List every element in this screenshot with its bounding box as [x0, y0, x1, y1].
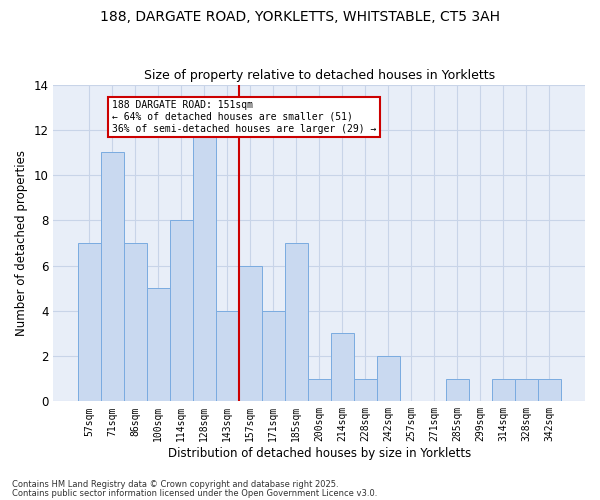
X-axis label: Distribution of detached houses by size in Yorkletts: Distribution of detached houses by size …	[167, 447, 471, 460]
Bar	[170, 220, 193, 402]
Bar	[331, 334, 354, 402]
Bar	[538, 378, 561, 402]
Bar	[239, 266, 262, 402]
Bar	[124, 243, 146, 402]
Text: 188, DARGATE ROAD, YORKLETTS, WHITSTABLE, CT5 3AH: 188, DARGATE ROAD, YORKLETTS, WHITSTABLE…	[100, 10, 500, 24]
Bar	[377, 356, 400, 402]
Bar	[308, 378, 331, 402]
Bar	[284, 243, 308, 402]
Bar	[354, 378, 377, 402]
Bar	[262, 311, 284, 402]
Text: Contains public sector information licensed under the Open Government Licence v3: Contains public sector information licen…	[12, 488, 377, 498]
Bar	[446, 378, 469, 402]
Bar	[492, 378, 515, 402]
Bar	[193, 130, 215, 402]
Bar	[146, 288, 170, 402]
Text: 188 DARGATE ROAD: 151sqm
← 64% of detached houses are smaller (51)
36% of semi-d: 188 DARGATE ROAD: 151sqm ← 64% of detach…	[112, 100, 376, 134]
Y-axis label: Number of detached properties: Number of detached properties	[15, 150, 28, 336]
Title: Size of property relative to detached houses in Yorkletts: Size of property relative to detached ho…	[143, 69, 495, 82]
Bar	[77, 243, 101, 402]
Bar	[515, 378, 538, 402]
Bar	[101, 152, 124, 402]
Bar	[215, 311, 239, 402]
Text: Contains HM Land Registry data © Crown copyright and database right 2025.: Contains HM Land Registry data © Crown c…	[12, 480, 338, 489]
